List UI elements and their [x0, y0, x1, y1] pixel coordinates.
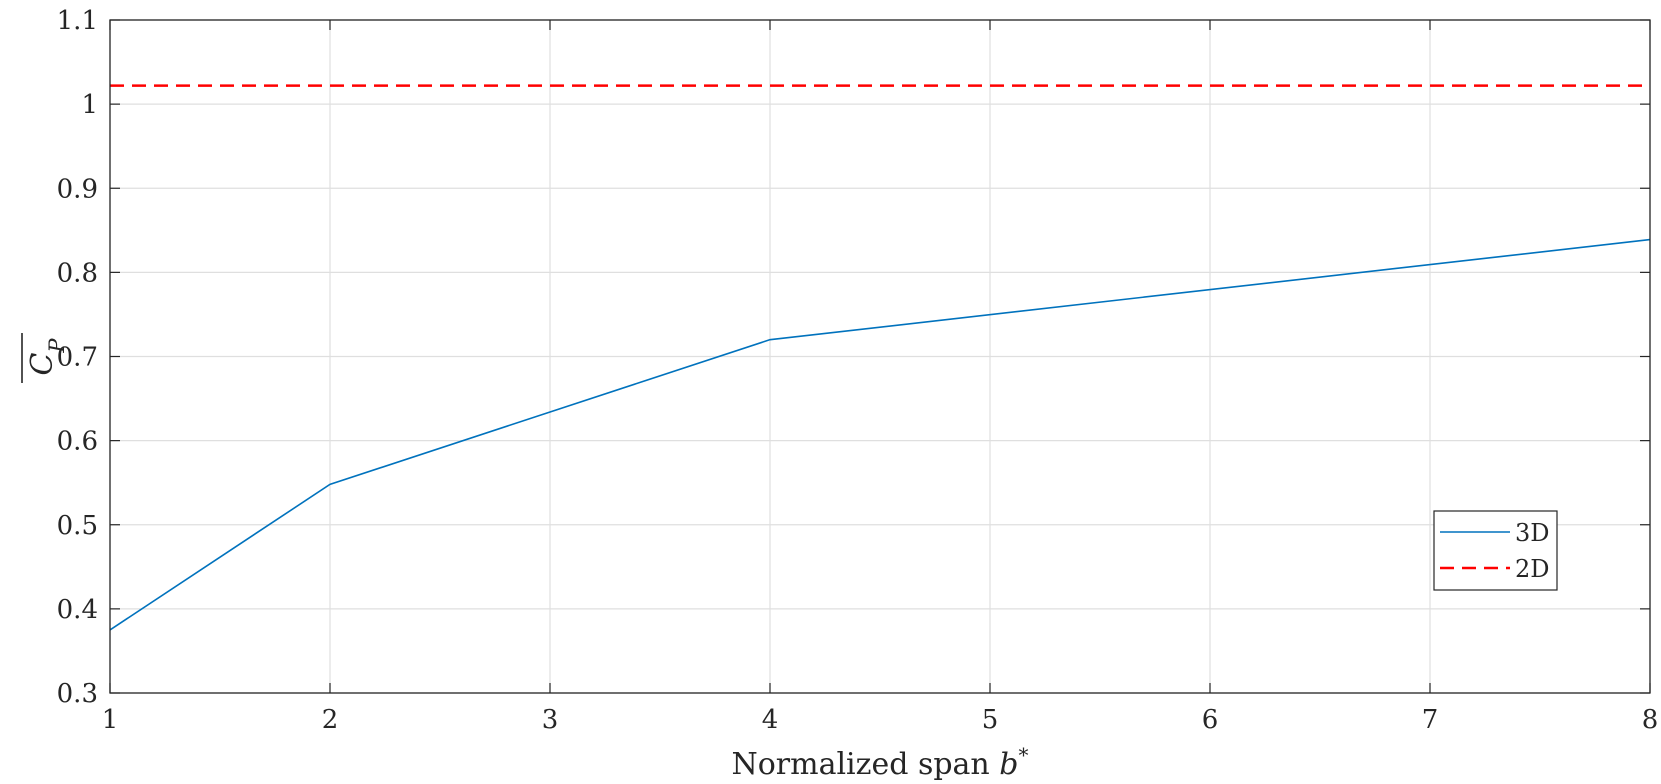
- x-tick-label: 2: [322, 705, 339, 735]
- y-tick-label: 0.9: [57, 174, 98, 204]
- ticks: [109, 19, 1651, 694]
- x-tick-label: 3: [542, 705, 559, 735]
- y-axis-label: CP: [21, 333, 69, 383]
- y-tick-label: 0.4: [57, 595, 98, 625]
- x-tick-label: 6: [1202, 705, 1219, 735]
- y-tick-label: 0.8: [57, 258, 98, 288]
- tick-labels: 1 2 3 4 5 6 7 8 0.3 0.4 0.5 0.6 0.7 0.8 0.9 1 1.1: [57, 6, 1659, 735]
- y-tick-label: 1.1: [57, 6, 98, 36]
- x-axis-label: Normalized span b*: [731, 743, 1028, 782]
- x-tick-label: 8: [1642, 705, 1659, 735]
- svg-text:CP: CP: [25, 338, 69, 376]
- x-tick-label: 1: [102, 705, 119, 735]
- x-tick-label: 5: [982, 705, 999, 735]
- y-tick-label: 0.3: [57, 679, 98, 709]
- series-group: [109, 84, 1651, 631]
- x-tick-label: 7: [1422, 705, 1439, 735]
- y-tick-label: 0.6: [57, 427, 98, 457]
- y-tick-label: 1: [81, 90, 98, 120]
- series-line-3d: [109, 238, 1651, 631]
- y-tick-label: 0.7: [57, 343, 98, 373]
- y-tick-label: 0.5: [57, 511, 98, 541]
- legend-box: [1433, 510, 1558, 591]
- legend-label-3d: 3D: [1515, 519, 1550, 547]
- legend: 3D 2D: [1433, 510, 1558, 591]
- legend-label-2d: 2D: [1515, 555, 1550, 583]
- x-tick-label: 4: [762, 705, 779, 735]
